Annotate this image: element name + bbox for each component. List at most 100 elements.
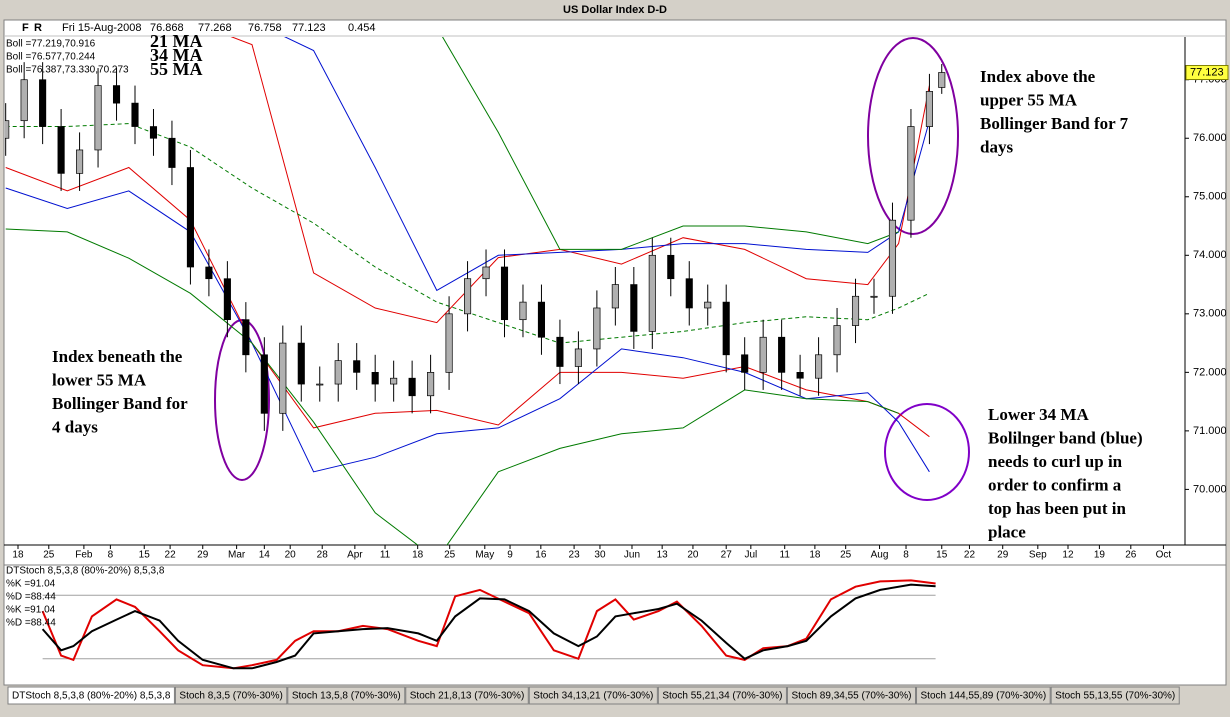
tab-label[interactable]: Stoch 89,34,55 (70%-30%) (791, 691, 911, 702)
candle-body (427, 372, 435, 397)
candle-body (537, 301, 546, 338)
candle-body (704, 301, 712, 309)
candle-body (112, 85, 121, 104)
tab[interactable] (287, 686, 406, 705)
tab[interactable] (405, 686, 529, 705)
indicator-title: DTStoch 8,5,3,8 (80%-20%) 8,5,3,8 (6, 566, 165, 577)
toolbar-button[interactable]: F (22, 22, 29, 34)
x-tick-label: 16 (535, 550, 547, 561)
bollinger-lower (5, 166, 930, 438)
x-tick-label: 12 (1062, 550, 1074, 561)
x-tick-label: 25 (444, 550, 456, 561)
annotation-line: lower 55 MA (52, 370, 147, 389)
x-tick-label: 22 (964, 550, 976, 561)
tab[interactable] (528, 686, 658, 705)
tab-label[interactable]: Stoch 13,5,8 (70%-30%) (292, 691, 401, 702)
annotation-line: Bollinger Band for 7 (980, 114, 1129, 133)
annotation-line: Bollinger Band for (52, 394, 188, 413)
candle-body (796, 372, 804, 379)
tab-label[interactable]: DTStoch 8,5,3,8 (80%-20%) 8,5,3,8 (12, 691, 171, 702)
candle-body (938, 72, 946, 88)
x-tick-label: 20 (687, 550, 699, 561)
x-tick-label: 18 (12, 550, 24, 561)
annotation-line: Lower 34 MA (988, 405, 1089, 424)
tab-label[interactable]: Stoch 21,8,13 (70%-30%) (410, 691, 525, 702)
candle-body (851, 295, 860, 326)
y-tick-label: 73.000 (1193, 308, 1227, 320)
y-tick-label: 70.000 (1193, 483, 1227, 495)
x-tick-label: Feb (75, 550, 93, 561)
x-tick-label: Apr (347, 550, 363, 561)
tab-label[interactable]: Stoch 8,3,5 (70%-30%) (179, 691, 282, 702)
legend-label: 55 MA (150, 59, 203, 79)
x-tick-label: 8 (108, 550, 114, 561)
x-tick-label: 25 (840, 550, 852, 561)
y-tick-label: 71.000 (1193, 425, 1227, 437)
candle-body (260, 354, 268, 414)
candle-body (722, 301, 730, 356)
candle-body (574, 348, 582, 367)
x-tick-label: 30 (594, 550, 606, 561)
tab[interactable] (7, 686, 175, 705)
candle-body (556, 336, 564, 367)
x-tick-label: 28 (317, 550, 329, 561)
x-tick-label: 14 (259, 550, 271, 561)
annotation-line: Index beneath the (52, 347, 183, 366)
candle-body (815, 354, 823, 379)
candle-body (186, 167, 194, 268)
tab-label[interactable]: Stoch 55,21,34 (70%-30%) (662, 691, 782, 702)
candle-body (925, 91, 933, 127)
annotation-line: upper 55 MA (980, 90, 1078, 109)
candle-body (131, 102, 139, 127)
annotation-line: needs to curl up in (988, 452, 1123, 471)
toolbar-button[interactable]: R (34, 22, 42, 34)
candle-body (353, 360, 361, 373)
x-tick-label: Jul (744, 550, 757, 561)
bollinger-middle (5, 123, 930, 344)
tab-label[interactable]: Stoch 55,13,55 (70%-30%) (1055, 691, 1175, 702)
candle-body (223, 278, 231, 321)
candle-body (611, 284, 619, 309)
candle-body (833, 325, 841, 356)
highlight-ellipse (867, 37, 959, 235)
tab[interactable] (657, 686, 787, 705)
candle-body (630, 284, 638, 332)
annotation-line: days (980, 137, 1013, 156)
tab[interactable] (174, 686, 288, 705)
highlight-ellipse (884, 403, 970, 501)
y-tick-label: 76.000 (1193, 132, 1227, 144)
candle-body (648, 254, 656, 332)
candle-body (519, 301, 527, 321)
x-tick-label: 23 (569, 550, 581, 561)
y-tick-label: 75.000 (1193, 191, 1227, 203)
highlight-ellipse (214, 319, 270, 481)
x-tick-label: Jun (624, 550, 640, 561)
x-tick-label: 29 (197, 550, 209, 561)
x-tick-label: 11 (780, 550, 791, 561)
x-tick-label: 9 (507, 550, 513, 561)
tab-label[interactable]: Stoch 144,55,89 (70%-30%) (921, 691, 1047, 702)
candle-body (667, 254, 675, 280)
candle-body (870, 295, 878, 298)
tab[interactable] (786, 686, 917, 705)
bollinger-upper (230, 37, 930, 324)
stoch-line (41, 579, 936, 670)
candle-body (741, 354, 749, 373)
stoch-panel (3, 564, 1227, 686)
x-tick-label: Mar (228, 550, 246, 561)
annotation-line: Index above the (980, 67, 1096, 86)
legend-entry: %K =91.04 (6, 579, 56, 590)
bollinger-upper (442, 37, 899, 250)
tab[interactable] (916, 686, 1051, 705)
tab-label[interactable]: Stoch 34,13,21 (70%-30%) (533, 691, 653, 702)
price-plot: 70.000 71.000 72.000 73.000 74.000 75.000 76.0… (5, 31, 1229, 561)
tab[interactable] (1050, 686, 1180, 705)
x-tick-label: Aug (871, 550, 889, 561)
annotation-line: Bolilnger band (blue) (988, 428, 1143, 447)
last-price-label: 77.123 (1190, 66, 1224, 78)
x-tick-label: 27 (721, 550, 733, 561)
x-tick-label: 26 (1125, 550, 1137, 561)
candle-body (408, 377, 416, 397)
x-tick-label: 25 (43, 550, 55, 561)
annotation-line: top has been put in (988, 499, 1126, 518)
